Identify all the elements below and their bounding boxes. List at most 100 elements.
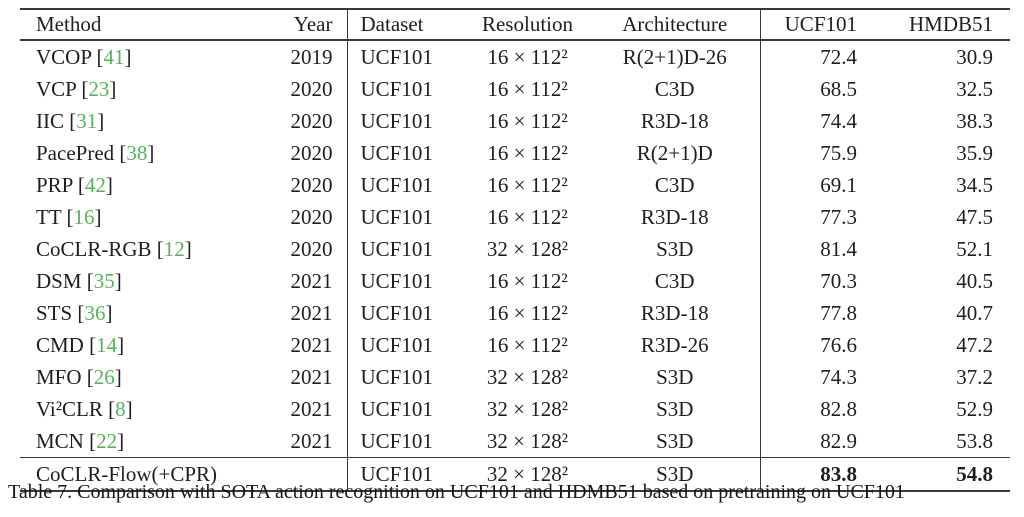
year-cell [250,457,348,491]
architecture-cell: R(2+1)D-26 [590,40,761,73]
architecture-cell: R(2+1)D [590,137,761,169]
dataset-cell: UCF101 [360,140,433,165]
ucf101-cell: 77.8 [820,300,857,325]
hmdb51-cell: 52.9 [956,396,993,421]
citation-close-bracket: ] [109,76,117,101]
method-cell: TT [16] [20,201,250,233]
citation-number: 42 [84,172,106,197]
resolution-cell: 16 × 112² [487,76,568,101]
method-cell: CoCLR-RGB [12] [20,233,250,265]
citation-close-bracket: ] [97,108,105,133]
architecture-cell: S3D [590,425,761,458]
citation-close-bracket: ] [114,364,122,389]
table-row: Vi²CLR [8] 2021 UCF101 32 × 128² S3D 82.… [20,393,1010,425]
method-name: CoCLR-RGB [ [36,236,164,261]
hmdb51-cell: 40.5 [956,268,993,293]
table-row: IIC [31] 2020 UCF101 16 × 112² R3D-18 74… [20,105,1010,137]
method-cell: PRP [42] [20,169,250,201]
ucf101-cell: 82.8 [820,396,857,421]
resolution-cell: 32 × 128² [486,236,569,261]
dataset-cell: UCF101 [360,172,433,197]
year-cell: 2021 [250,361,348,393]
method-name: IIC [ [36,108,77,133]
method-name: PRP [ [36,172,85,197]
citation-number: 23 [88,76,110,101]
ucf101-cell: 82.9 [820,428,857,453]
dataset-cell: UCF101 [360,300,433,325]
method-name: Vi²CLR [ [36,396,116,421]
table-row: CMD [14] 2021 UCF101 16 × 112² R3D-26 76… [20,329,1010,361]
citation-number: 35 [93,268,115,293]
hmdb51-cell: 37.2 [956,364,993,389]
method-name: VCP [ [36,76,89,101]
citation-close-bracket: ] [125,396,133,421]
citation-number: 41 [103,44,125,69]
column-header-ucf101: UCF101 [760,9,870,41]
citation-number: 36 [84,300,106,325]
dataset-cell: UCF101 [360,364,433,389]
architecture-cell: S3D [590,361,761,393]
architecture-cell: R3D-18 [590,201,761,233]
method-name: CMD [ [36,332,97,357]
method-cell: STS [36] [20,297,250,329]
resolution-cell: 32 × 128² [486,364,569,389]
architecture-cell: R3D-18 [590,297,761,329]
resolution-cell: 16 × 112² [487,204,568,229]
method-cell: VCP [23] [20,73,250,105]
architecture-cell: S3D [590,233,761,265]
hmdb51-cell: 30.9 [956,44,993,69]
citation-close-bracket: ] [114,268,122,293]
ucf101-cell: 69.1 [820,172,857,197]
year-cell: 2020 [250,105,348,137]
citation-close-bracket: ] [105,300,113,325]
citation-number: 14 [96,332,118,357]
hmdb51-cell: 47.5 [956,204,993,229]
dataset-cell: UCF101 [360,428,433,453]
table-row: CoCLR-Flow(+CPR) UCF101 32 × 128² S3D 83… [20,457,1010,491]
citation-number: 8 [115,396,126,421]
architecture-cell: C3D [590,73,761,105]
method-name: TT [ [36,204,74,229]
year-cell: 2020 [250,73,348,105]
results-table: Method Year Dataset Resolution Architect… [20,8,1010,492]
table-row: PRP [42] 2020 UCF101 16 × 112² C3D 69.1 … [20,169,1010,201]
table-row: MFO [26] 2021 UCF101 32 × 128² S3D 74.3 … [20,361,1010,393]
hmdb51-cell: 40.7 [956,300,993,325]
resolution-cell: 16 × 112² [487,172,568,197]
method-cell: PacePred [38] [20,137,250,169]
architecture-cell: S3D [590,457,761,491]
citation-close-bracket: ] [94,204,102,229]
resolution-cell: 16 × 112² [487,44,568,69]
table-row: VCP [23] 2020 UCF101 16 × 112² C3D 68.5 … [20,73,1010,105]
citation-number: 12 [163,236,185,261]
hmdb51-cell: 34.5 [956,172,993,197]
dataset-cell: UCF101 [360,108,433,133]
method-name: DSM [ [36,268,94,293]
citation-number: 31 [76,108,98,133]
column-header-dataset: Dataset [347,9,465,41]
year-cell: 2021 [250,393,348,425]
method-cell: IIC [31] [20,105,250,137]
method-name: MCN [ [36,428,97,453]
citation-close-bracket: ] [105,172,113,197]
year-cell: 2021 [250,265,348,297]
citation-close-bracket: ] [117,332,125,357]
resolution-cell: 16 × 112² [487,268,568,293]
dataset-cell: UCF101 [360,268,433,293]
resolution-cell: 32 × 128² [486,428,569,453]
method-name: PacePred [ [36,140,127,165]
architecture-cell: R3D-18 [590,105,761,137]
ucf101-cell: 76.6 [820,332,857,357]
dataset-cell: UCF101 [360,44,433,69]
resolution-cell: 16 × 112² [487,140,568,165]
column-header-year: Year [250,9,348,41]
citation-number: 38 [126,140,148,165]
method-cell: Vi²CLR [8] [20,393,250,425]
method-cell: MFO [26] [20,361,250,393]
table-row: TT [16] 2020 UCF101 16 × 112² R3D-18 77.… [20,201,1010,233]
year-cell: 2020 [250,137,348,169]
year-cell: 2021 [250,425,348,458]
table-caption: Table 7. Comparison with SOTA action rec… [8,481,905,503]
ucf101-cell: 83.8 [760,457,870,491]
dataset-cell: UCF101 [360,236,433,261]
